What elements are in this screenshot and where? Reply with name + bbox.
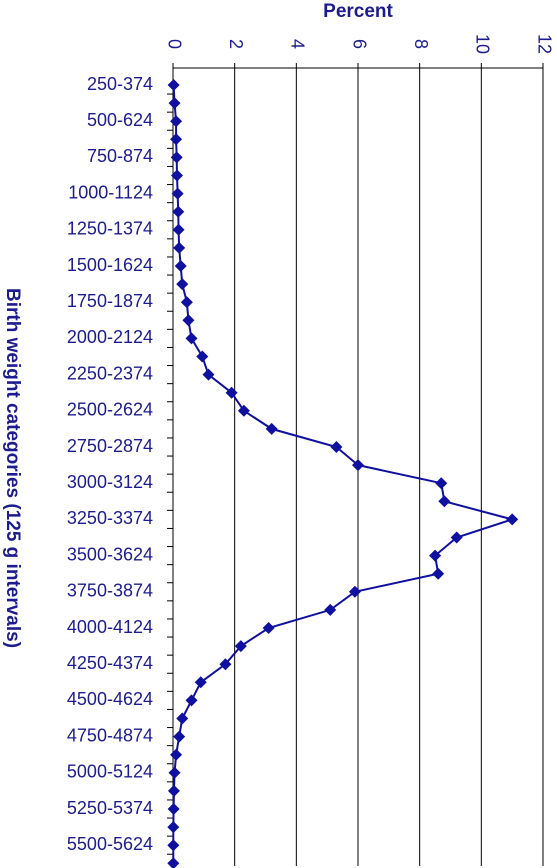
chart-title: Percent bbox=[323, 1, 393, 22]
point-marker bbox=[348, 585, 361, 598]
point-marker bbox=[324, 603, 337, 616]
y-tick-label: 1750-1874 bbox=[67, 291, 153, 311]
y-tick-label: 5000-5124 bbox=[67, 762, 153, 782]
x-tick-label: 10 bbox=[473, 34, 493, 54]
point-marker bbox=[167, 803, 180, 815]
point-marker bbox=[262, 622, 275, 634]
x-tick-label: 2 bbox=[226, 39, 246, 49]
y-tick-label: 3750-3874 bbox=[67, 581, 153, 601]
point-marker bbox=[167, 784, 180, 797]
point-marker bbox=[265, 422, 278, 435]
x-tick-label: 8 bbox=[411, 39, 431, 49]
point-marker bbox=[202, 368, 215, 381]
y-tick-label: 250-374 bbox=[87, 74, 153, 94]
y-tick-label: 500-624 bbox=[87, 110, 153, 130]
point-marker bbox=[170, 115, 183, 128]
x-tick-label: 0 bbox=[164, 39, 184, 49]
point-marker bbox=[438, 495, 451, 508]
point-marker bbox=[182, 314, 195, 327]
y-tick-label: 2250-2374 bbox=[67, 363, 153, 383]
y-tick-label: 4250-4374 bbox=[67, 653, 153, 673]
point-marker bbox=[170, 151, 183, 164]
point-marker bbox=[185, 694, 198, 707]
y-tick-label: 4750-4874 bbox=[67, 725, 153, 745]
point-marker bbox=[237, 404, 250, 417]
y-tick-label: 5250-5374 bbox=[67, 798, 153, 818]
point-marker bbox=[180, 296, 193, 309]
point-marker bbox=[167, 821, 180, 834]
y-tick-label: 750-874 bbox=[87, 146, 153, 166]
point-marker bbox=[234, 640, 247, 653]
point-marker bbox=[429, 549, 442, 562]
y-tick-label: 2500-2624 bbox=[67, 400, 153, 420]
point-marker bbox=[173, 241, 186, 254]
point-marker bbox=[450, 531, 463, 544]
point-marker bbox=[506, 513, 519, 526]
line bbox=[172, 84, 516, 864]
point-marker bbox=[167, 839, 180, 852]
point-marker bbox=[171, 169, 184, 182]
point-marker bbox=[225, 386, 238, 399]
point-marker bbox=[172, 223, 185, 236]
point-marker bbox=[432, 567, 445, 580]
point-marker bbox=[176, 278, 189, 291]
y-tick-label: 3500-3624 bbox=[67, 544, 153, 564]
x-tick-label: 12 bbox=[534, 34, 554, 54]
point-marker bbox=[171, 187, 184, 200]
point-marker bbox=[167, 857, 180, 868]
point-marker bbox=[168, 766, 181, 779]
y-tick-label: 3000-3124 bbox=[67, 472, 153, 492]
y-tick-label: 4000-4124 bbox=[67, 617, 153, 637]
y-tick-label: 4500-4624 bbox=[67, 689, 153, 709]
point-marker bbox=[170, 133, 183, 146]
point-marker bbox=[170, 748, 183, 761]
point-marker bbox=[176, 712, 189, 725]
point-marker bbox=[196, 350, 209, 363]
point-marker bbox=[435, 477, 448, 490]
point-marker bbox=[174, 260, 187, 272]
y-tick-label: 5500-5624 bbox=[67, 834, 153, 854]
point-marker bbox=[167, 79, 180, 91]
y-tick-label: 2000-2124 bbox=[67, 327, 153, 347]
x-tick-label: 4 bbox=[288, 39, 308, 49]
point-marker bbox=[173, 730, 186, 743]
x-tick-label: 6 bbox=[349, 39, 369, 49]
point-marker bbox=[194, 676, 207, 689]
point-marker bbox=[352, 459, 364, 472]
point-marker bbox=[185, 332, 198, 345]
y-axis-title: Birth weight categories (125 g intervals… bbox=[2, 288, 23, 648]
point-marker bbox=[330, 441, 343, 453]
y-tick-label: 3250-3374 bbox=[67, 508, 153, 528]
y-tick-label: 1000-1124 bbox=[68, 182, 153, 202]
point-marker bbox=[219, 658, 232, 671]
point-marker bbox=[168, 97, 181, 110]
y-tick-label: 2750-2874 bbox=[67, 436, 153, 456]
y-tick-label: 1500-1624 bbox=[67, 255, 153, 275]
point-marker bbox=[172, 205, 185, 218]
y-tick-label: 1250-1374 bbox=[67, 219, 153, 239]
